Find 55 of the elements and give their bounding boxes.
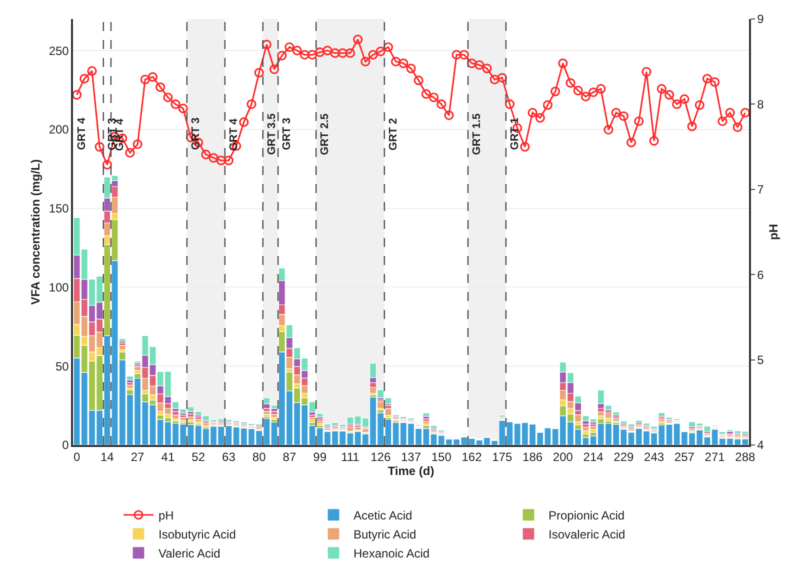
y-tick-label: 50 [55, 359, 70, 374]
y-tick-label: 250 [48, 44, 70, 58]
legend-label: Propionic Acid [548, 508, 625, 523]
y2-axis-title: pH [766, 224, 781, 240]
x-tick-label: 200 [552, 450, 574, 464]
annotation: GRT 4 [228, 118, 240, 151]
annotation: GRT 3.5 [266, 113, 278, 155]
x-tick-label: 137 [400, 450, 422, 464]
y-tick-label: 100 [48, 280, 70, 294]
legend-label: pH [158, 508, 174, 523]
y-tick-label: 200 [48, 122, 70, 137]
x-tick-label: 99 [313, 450, 327, 464]
x-tick-label: 27 [130, 450, 145, 464]
y-tick-label: 0 [62, 438, 70, 452]
x-tick-label: 63 [222, 450, 236, 464]
annotation: GRT 2.5 [319, 114, 332, 156]
x-axis-title: Time (d) [388, 464, 434, 478]
legend-label: Isovaleric Acid [548, 528, 626, 542]
legend-label: Butyric Acid [354, 528, 416, 542]
y2-tick-label: 5 [757, 353, 764, 367]
legend-label: Valeric Acid [158, 546, 220, 561]
x-tick-label: 214 [583, 450, 604, 464]
x-tick-label: 126 [370, 450, 391, 464]
x-tick-label: 271 [704, 450, 726, 464]
y2-tick-label: 6 [757, 268, 764, 282]
x-tick-label: 175 [492, 450, 512, 464]
annotation: GRT 2 [387, 118, 400, 150]
annotation: GRT 3 [281, 118, 294, 150]
x-tick-label: 243 [644, 450, 664, 464]
x-tick-label: 150 [431, 450, 452, 464]
y-axis-title: VFA concentration (mg/L) [28, 159, 43, 305]
legend-label: Acetic Acid [354, 508, 412, 523]
annotation: GRT 1 [508, 118, 521, 150]
y2-tick-label: 4 [757, 438, 764, 452]
x-tick-label: 111 [341, 450, 360, 464]
x-tick-label: 41 [161, 450, 175, 464]
y2-tick-label: 9 [757, 12, 764, 26]
y2-tick-label: 7 [757, 182, 764, 197]
annotation: GRT 3 [190, 118, 202, 150]
x-tick-label: 87 [282, 450, 296, 464]
x-tick-label: 257 [674, 450, 695, 464]
legend-label: Isobutyric Acid [158, 528, 236, 542]
x-tick-label: 14 [100, 450, 114, 464]
x-tick-label: 229 [614, 450, 634, 464]
x-tick-label: 0 [73, 450, 80, 464]
x-tick-label: 288 [735, 450, 756, 464]
x-tick-label: 162 [462, 450, 482, 464]
x-tick-label: 80 [252, 450, 266, 464]
annotation: GRT 1.5 [470, 113, 483, 155]
legend-label: Hexanoic Acid [354, 546, 430, 561]
y2-tick-label: 8 [757, 97, 764, 112]
annotation: GRT 4 [76, 116, 88, 150]
y-tick-label: 150 [48, 202, 70, 216]
x-tick-label: 186 [522, 450, 543, 464]
x-tick-label: 52 [192, 450, 206, 464]
